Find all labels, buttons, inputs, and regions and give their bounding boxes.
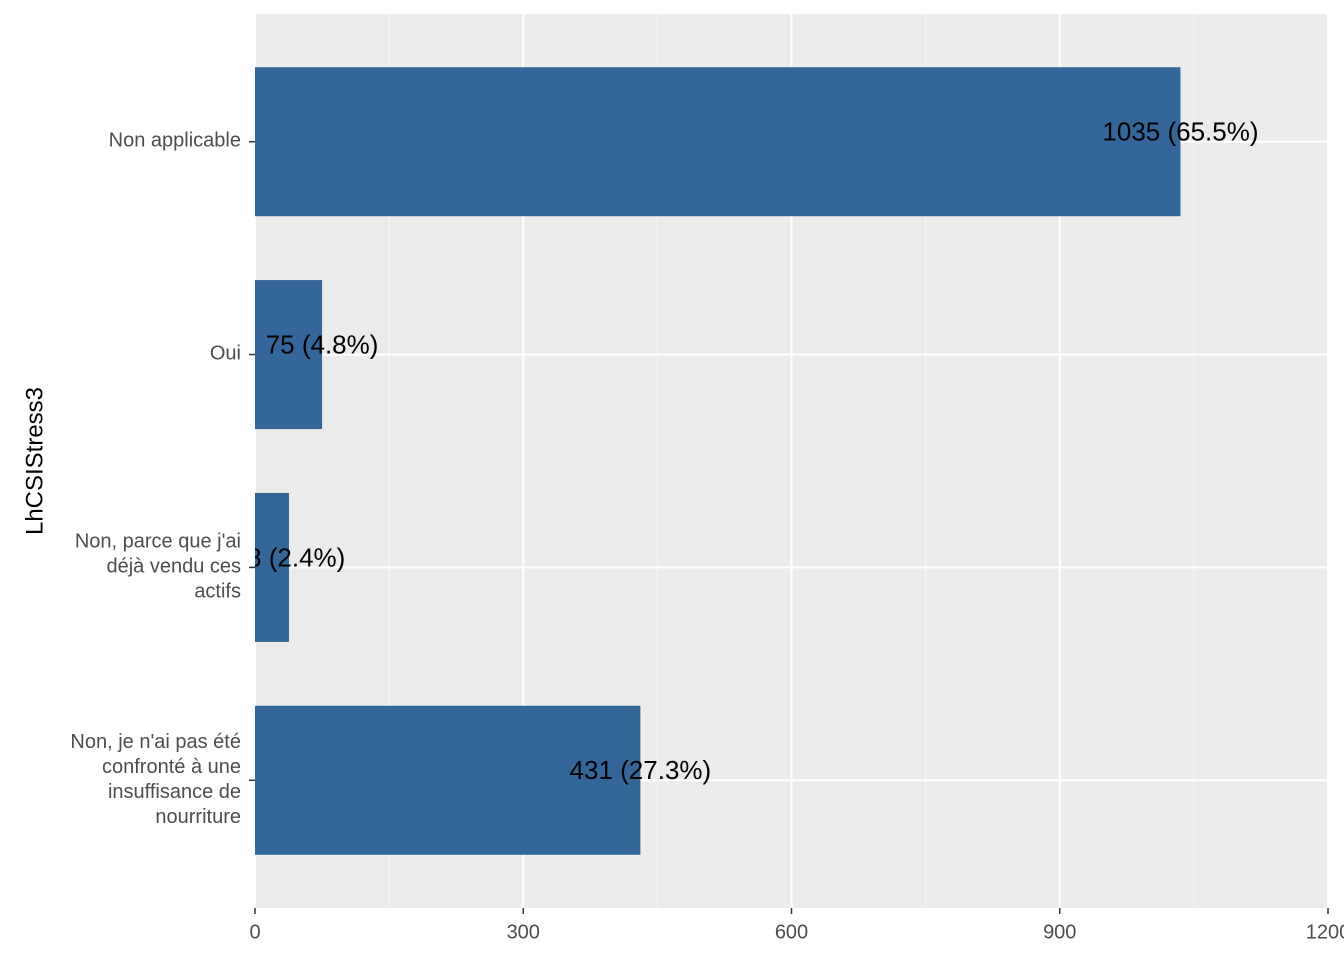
- y-tick-label-line: confronté à une: [102, 756, 241, 778]
- value-label: 431 (27.3%): [570, 755, 712, 785]
- x-tick-label: 300: [507, 921, 540, 943]
- x-tick-label: 900: [1043, 921, 1076, 943]
- y-tick-label: Non applicable: [109, 130, 241, 152]
- y-tick-label-line: Non, je n'ai pas été: [70, 731, 241, 753]
- y-tick-label-line: actifs: [194, 581, 241, 603]
- y-tick-label-line: nourriture: [155, 806, 241, 828]
- value-label: 1035 (65.5%): [1102, 117, 1258, 147]
- value-label: 38 (2.4%): [233, 542, 346, 572]
- bar: [255, 280, 323, 430]
- y-axis-title: LhCSIStress3: [21, 387, 48, 535]
- y-tick-label: Oui: [210, 343, 241, 365]
- y-tick-label-line: insuffisance de: [108, 781, 241, 803]
- value-label: 75 (4.8%): [266, 329, 379, 359]
- bar: [255, 67, 1181, 217]
- y-tick-label-line: déjà vendu ces: [106, 556, 241, 578]
- bar: [255, 492, 289, 642]
- x-tick-label: 0: [249, 921, 260, 943]
- y-tick-label-line: Non applicable: [109, 130, 241, 152]
- y-tick-label: Non, parce que j'ai déjà vendu ces actifs: [75, 531, 241, 603]
- y-tick-label: Non, je n'ai pas été confronté à une insuf…: [70, 731, 241, 828]
- x-tick-label: 1200: [1306, 921, 1344, 943]
- y-tick-label-line: Non, parce que j'ai: [75, 531, 241, 553]
- panel-content: 1035 (65.5%) 75 (4.8%) 38 (2.4%) 431 (27.3%…: [233, 67, 1259, 855]
- y-tick-label-line: Oui: [210, 343, 241, 365]
- bar: [255, 705, 641, 855]
- x-tick-label: 600: [775, 921, 808, 943]
